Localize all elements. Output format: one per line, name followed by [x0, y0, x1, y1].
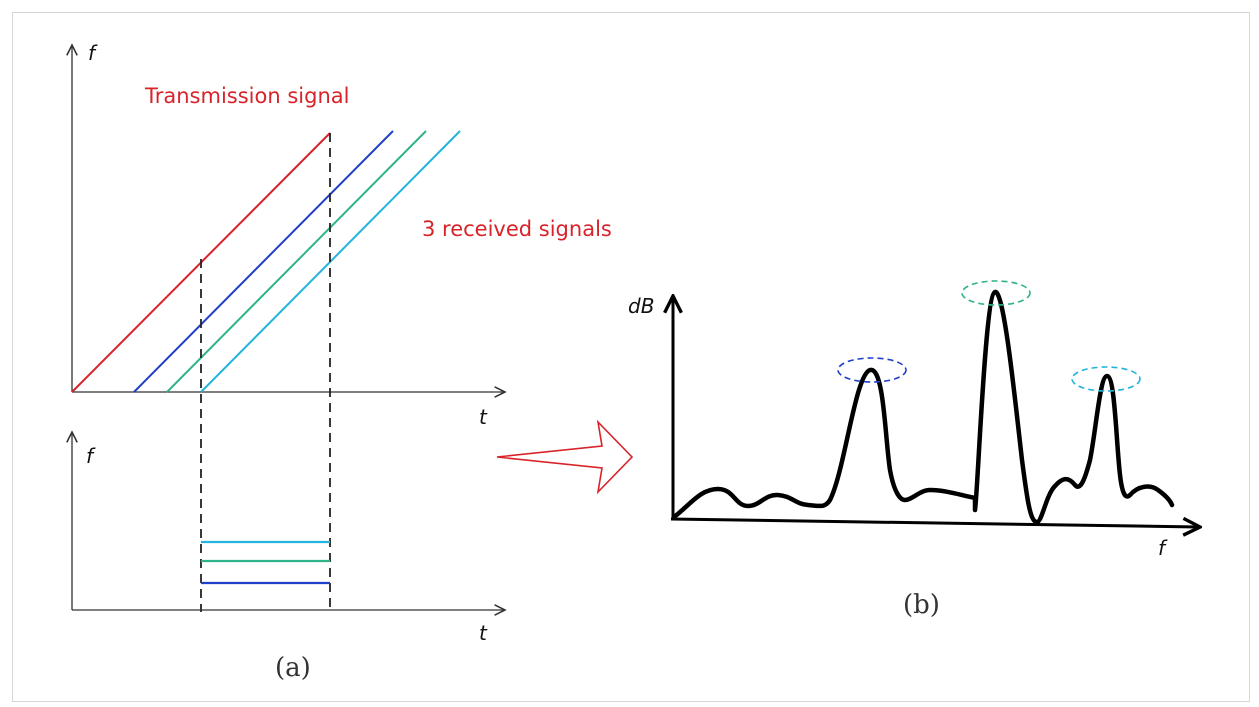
top-axes [72, 45, 505, 392]
frequency-axis [670, 519, 1198, 527]
spectrum-curve [671, 289, 1175, 525]
dB-label: dB [628, 294, 654, 318]
peak-2-marker [961, 280, 1031, 306]
bottom-f-label: f [86, 444, 96, 468]
peak-1-marker [837, 357, 907, 383]
received-signal-2-line [166, 130, 427, 393]
bottom-axes [72, 432, 505, 610]
received-signals-label: 3 received signals [422, 217, 612, 241]
caption-b: (b) [903, 590, 940, 620]
transmission-signal-label: Transmission signal [144, 84, 349, 108]
caption-a: (a) [275, 653, 311, 683]
transform-arrow [496, 419, 634, 495]
spectrum-f-label: f [1158, 536, 1168, 560]
bottom-t-label: t [479, 621, 488, 645]
received-signal-1-line [133, 130, 394, 393]
top-t-label: t [479, 405, 488, 429]
peak-3-marker [1071, 366, 1141, 392]
figure-frame [12, 12, 1250, 702]
top-f-label: f [88, 41, 98, 65]
